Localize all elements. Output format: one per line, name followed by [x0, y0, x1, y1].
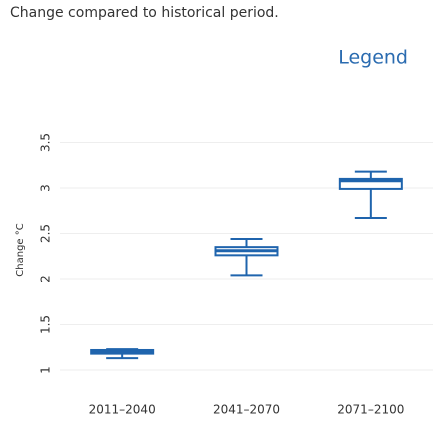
x-tick-label: 2071–2100	[337, 403, 404, 417]
x-tick-label: 2011–2040	[89, 403, 156, 417]
y-tick-label: 3	[39, 184, 53, 192]
y-tick-label: 2.5	[39, 224, 53, 243]
y-tick-label: 1	[39, 366, 53, 374]
box	[338, 177, 403, 190]
x-tick-label: 2041–2070	[213, 403, 280, 417]
y-tick-label: 3.5	[39, 133, 53, 152]
chart-title: Change compared to historical period.	[10, 5, 279, 21]
y-tick-label: 2	[39, 275, 53, 283]
y-tick-label: 1.5	[39, 315, 53, 334]
y-axis-label: Change °C	[15, 223, 26, 276]
legend-title: Legend	[338, 47, 408, 69]
